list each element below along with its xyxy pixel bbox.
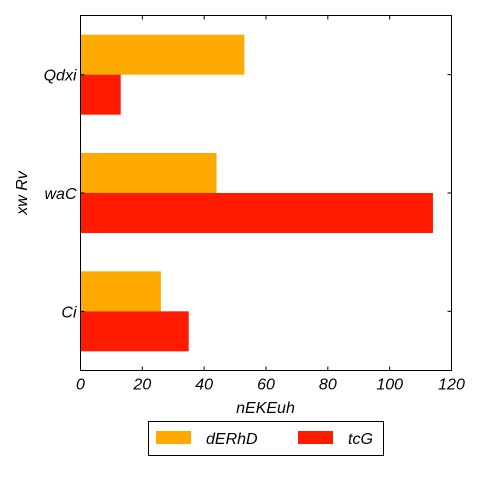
y-tick-label: waC	[44, 186, 76, 203]
x-tick-label: 120	[438, 377, 465, 394]
x-axis-label: nEKEuh	[236, 400, 295, 417]
bar-dERhD-Ci	[80, 271, 161, 312]
x-tick-label: 40	[195, 377, 213, 394]
y-axis-label: xw Rv	[14, 170, 31, 216]
bar-dERhD-Qdxi	[80, 34, 245, 75]
bar-tcG-waC	[80, 193, 433, 233]
x-tick-label: 100	[376, 377, 403, 394]
plot-area-frame	[80, 15, 452, 371]
y-tick-label: Qdxi	[44, 68, 77, 85]
legend-label-series-2: tcG	[348, 431, 373, 448]
x-tick-label: 80	[319, 377, 337, 394]
legend: dERhD tcG	[148, 421, 384, 456]
bar-tcG-Ci	[80, 311, 189, 352]
x-tick-label: 60	[257, 377, 275, 394]
x-tick-label: 20	[132, 377, 151, 394]
x-tick-label: 0	[76, 377, 85, 394]
y-tick-labels: Ci waC Qdxi	[44, 68, 77, 322]
bar-dERhD-waC	[80, 153, 217, 193]
bars-layer	[80, 34, 433, 352]
x-tick-labels: 0 20 40 60 80 100 120	[76, 377, 465, 394]
y-tick-label: Ci	[61, 304, 77, 321]
legend-label-series-1: dERhD	[206, 431, 258, 448]
legend-swatch-series-2	[298, 431, 333, 444]
bar-tcG-Qdxi	[80, 74, 121, 115]
legend-swatch-series-1	[156, 431, 191, 444]
